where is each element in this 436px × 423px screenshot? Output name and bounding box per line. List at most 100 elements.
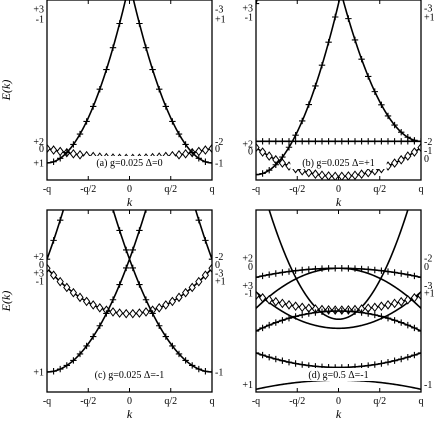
plus-marker xyxy=(312,82,319,90)
plus-marker xyxy=(371,138,378,145)
plus-marker xyxy=(272,319,279,326)
plus-marker xyxy=(47,255,51,263)
diamond-marker xyxy=(272,296,280,307)
plus-marker xyxy=(76,130,84,138)
right-level-label: -2 xyxy=(424,254,432,265)
left-level-label: 0 xyxy=(39,260,44,271)
plus-marker xyxy=(299,361,306,368)
plus-marker xyxy=(384,138,392,145)
plus-marker xyxy=(398,355,405,363)
plus-marker xyxy=(70,357,77,364)
x-tick-label: -q xyxy=(43,396,51,407)
x-tick-label: -q xyxy=(43,184,51,195)
diamond-marker xyxy=(181,148,190,159)
x-tick-label: q/2 xyxy=(164,184,177,195)
plus-marker xyxy=(50,368,57,375)
x-tick-label: -q/2 xyxy=(289,184,305,195)
band-curve xyxy=(256,379,421,391)
x-axis-label: k xyxy=(127,407,133,421)
plus-marker xyxy=(189,362,196,369)
plus-marker xyxy=(365,362,372,369)
diamond-marker xyxy=(291,301,300,311)
plus-marker xyxy=(384,315,392,322)
left-level-label: +2 xyxy=(33,252,44,263)
plus-marker xyxy=(285,138,293,145)
plus-marker xyxy=(318,61,326,69)
plus-marker xyxy=(299,311,306,319)
diamond-marker xyxy=(155,303,163,313)
diamond-marker xyxy=(208,263,212,274)
diamond-marker xyxy=(331,171,339,180)
diamond-marker xyxy=(162,300,170,310)
plus-marker xyxy=(63,362,70,369)
x-tick-label: 0 xyxy=(127,396,132,407)
plus-marker xyxy=(299,266,306,274)
plus-marker xyxy=(299,117,306,125)
plus-marker xyxy=(411,137,418,144)
plus-marker xyxy=(325,308,332,315)
plus-marker xyxy=(365,73,372,80)
plus-marker xyxy=(272,270,279,277)
plot-area xyxy=(256,210,421,391)
panel-annotation: (a) g=0.025 Δ=0 xyxy=(96,158,162,169)
band-curve xyxy=(342,0,421,143)
plus-marker xyxy=(256,138,260,145)
band-curve xyxy=(112,210,212,373)
diamond-marker xyxy=(195,146,203,157)
right-level-label: +1 xyxy=(424,13,435,24)
right-level-label: 0 xyxy=(215,260,220,271)
panel-d: -q -q/2 0 q/2 qk+20+3-1+1-20-3+1-1(d) g=0.5 … xyxy=(242,209,435,421)
plus-marker xyxy=(208,159,212,167)
plus-marker xyxy=(378,138,385,145)
diamond-marker xyxy=(344,171,353,180)
plus-marker xyxy=(391,138,398,145)
plus-marker xyxy=(47,159,51,167)
plus-marker xyxy=(312,138,319,145)
plus-marker xyxy=(292,313,299,320)
plus-marker xyxy=(96,85,103,93)
plus-marker xyxy=(404,353,411,361)
plus-marker xyxy=(279,153,286,161)
right-level-label: -1 xyxy=(215,367,223,378)
plus-marker xyxy=(103,310,110,317)
x-tick-label: q xyxy=(419,184,424,195)
plus-marker xyxy=(325,38,332,46)
diamond-marker xyxy=(371,165,379,176)
plus-marker xyxy=(259,170,266,177)
right-level-label: -1 xyxy=(215,158,223,169)
plus-marker xyxy=(83,118,90,125)
plus-marker xyxy=(129,264,136,272)
plus-marker xyxy=(391,121,398,129)
x-axis-label: k xyxy=(127,195,133,209)
right-level-label: -2 xyxy=(424,137,432,148)
plus-marker xyxy=(378,101,385,109)
plus-marker xyxy=(266,271,273,278)
plus-marker xyxy=(256,274,260,281)
plus-marker xyxy=(279,138,286,145)
right-level-label: 0 xyxy=(215,144,220,155)
diamond-marker xyxy=(175,292,183,303)
plus-marker xyxy=(116,281,123,288)
plus-marker xyxy=(351,138,359,145)
plus-marker xyxy=(338,138,345,145)
x-tick-label: -q/2 xyxy=(80,184,96,195)
diamond-marker xyxy=(417,142,421,153)
plus-marker xyxy=(50,237,57,244)
x-tick-label: q/2 xyxy=(373,184,386,195)
plus-marker xyxy=(136,281,143,288)
plus-marker xyxy=(391,357,398,364)
plus-marker xyxy=(182,141,189,148)
plus-marker xyxy=(162,333,169,340)
plus-marker xyxy=(202,368,209,375)
diamond-marker xyxy=(168,296,177,307)
plus-marker xyxy=(142,210,150,213)
plus-marker xyxy=(116,20,123,27)
plus-marker xyxy=(63,149,70,156)
plus-marker xyxy=(57,365,64,373)
x-tick-label: -q/2 xyxy=(80,396,96,407)
diamond-marker xyxy=(384,300,392,310)
left-level-label: -1 xyxy=(245,13,253,24)
plus-marker xyxy=(292,138,299,145)
plus-marker xyxy=(169,342,176,350)
plus-marker xyxy=(57,155,64,162)
